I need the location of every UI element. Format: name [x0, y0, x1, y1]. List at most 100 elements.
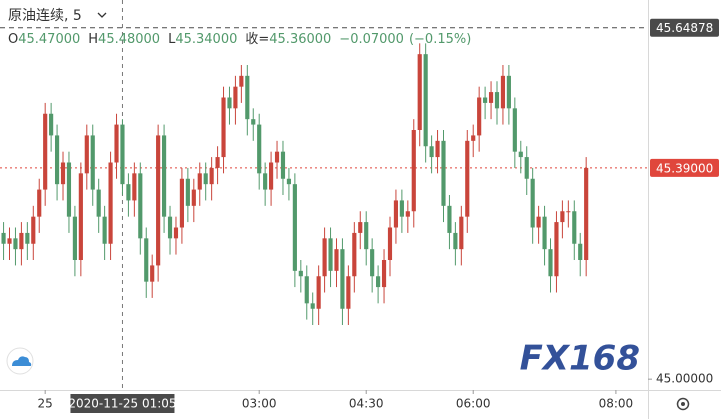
candle-body	[316, 276, 321, 309]
candle-body	[560, 211, 565, 223]
candle-body	[37, 189, 42, 217]
candle-body	[31, 216, 36, 244]
candle-body	[49, 113, 54, 136]
crosshair-label: 2020-11-25 01:05	[68, 397, 176, 411]
candle-body	[156, 135, 161, 266]
candle-body	[584, 167, 589, 260]
price-label: 45.64878	[656, 21, 713, 35]
candle-body	[167, 216, 173, 239]
candle-body	[257, 124, 262, 174]
change-value: −0.07000	[339, 32, 404, 47]
x-tick-label: 08:00	[599, 397, 634, 411]
ohlc-legend: O45.47000 H45.48000 L45.34000 收=45.36000 −0.…	[8, 32, 471, 47]
ohlc-value: 45.48000	[98, 32, 160, 47]
candle-body	[465, 140, 470, 217]
candle-body	[566, 211, 571, 213]
candle-body	[536, 216, 541, 228]
x-tick-label: 06:00	[456, 397, 491, 411]
price-label: 45.39000	[656, 161, 713, 175]
candle-body	[542, 216, 547, 250]
candle-body	[215, 157, 220, 168]
candle-body	[334, 249, 339, 271]
ohlc-key: L	[168, 32, 176, 47]
candle-body	[346, 276, 351, 309]
candle-body	[78, 173, 83, 260]
candle-body	[25, 232, 30, 244]
candle-body	[280, 151, 286, 179]
candle-body	[405, 211, 410, 217]
y-tick-label: 45.00000	[656, 372, 713, 386]
candle-body	[572, 211, 577, 244]
candle-body	[263, 173, 268, 190]
candle-body	[399, 200, 404, 217]
logo-cloud[interactable]	[12, 356, 32, 366]
candle-body	[144, 238, 149, 282]
candle-body	[381, 260, 387, 288]
candle-body	[435, 140, 440, 158]
gear-center[interactable]	[681, 402, 685, 406]
candle-body	[286, 178, 292, 185]
ohlc-value: 45.34000	[175, 32, 237, 47]
candle-body	[494, 92, 500, 109]
candle-body	[352, 232, 357, 277]
ohlc-key: 收=	[245, 32, 269, 47]
candle-body	[185, 178, 190, 206]
candle-body	[114, 124, 119, 163]
candle-body	[72, 216, 77, 260]
ohlc-value: 45.36000	[269, 32, 331, 47]
candle-body	[13, 238, 18, 250]
candle-body	[292, 184, 297, 271]
dropdown-arrow	[97, 12, 107, 18]
settings-icon[interactable]	[676, 397, 690, 411]
candle-body	[328, 238, 333, 271]
candle-body	[483, 97, 488, 103]
symbol-title: 原油连续, 5	[8, 7, 82, 24]
watermark: FX168	[520, 339, 640, 379]
candle-body	[54, 135, 60, 185]
candle-body	[43, 113, 48, 190]
candle-body	[96, 189, 101, 217]
candle-body	[477, 97, 482, 136]
candle-body	[411, 130, 416, 212]
x-tick-label: 04:30	[349, 397, 384, 411]
price-label-box	[650, 158, 719, 177]
ohlc-key: O	[8, 32, 18, 47]
candle-body	[417, 54, 422, 130]
candle-body	[1, 232, 6, 244]
candle-body	[393, 200, 399, 228]
candle-body	[191, 189, 196, 206]
candle-body	[269, 162, 274, 190]
candle-body	[84, 135, 89, 174]
candle-body	[126, 184, 131, 201]
candle-body	[162, 135, 167, 217]
candle-body	[322, 238, 327, 277]
candle-body	[298, 270, 303, 277]
x-tick-label: 03:00	[242, 397, 277, 411]
candle-body	[376, 276, 381, 288]
candle-body	[251, 119, 256, 125]
candle-body	[150, 265, 155, 282]
candle-body	[488, 92, 494, 103]
candle-body	[60, 162, 66, 185]
candle-body	[429, 146, 434, 158]
candle-body	[447, 205, 452, 233]
change-percent: (−0.15%)	[409, 32, 471, 47]
candle-body	[471, 135, 476, 141]
candle-body	[221, 97, 226, 158]
ohlc-value: 45.47000	[18, 32, 80, 47]
ohlc-key: H	[88, 32, 98, 47]
candle-body	[138, 173, 143, 239]
candle-body	[459, 216, 464, 250]
candle-body	[524, 157, 529, 179]
cloud-logo[interactable]	[6, 347, 34, 375]
candle-body	[340, 249, 345, 309]
candle-body	[441, 140, 446, 206]
candle-body	[7, 238, 12, 244]
gear-ring[interactable]	[676, 397, 690, 411]
candle-body	[554, 222, 559, 277]
candle-body	[227, 97, 232, 109]
candle-body	[179, 178, 184, 228]
candle-body	[209, 167, 214, 185]
candle-body	[310, 303, 315, 309]
